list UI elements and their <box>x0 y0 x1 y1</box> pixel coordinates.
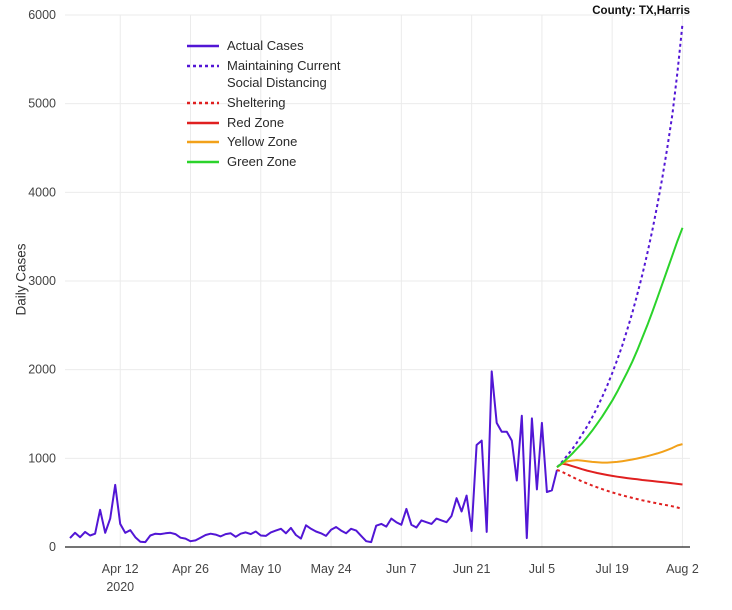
y-tick-label: 2000 <box>28 363 56 377</box>
x-tick-label: Apr 12 <box>102 562 139 576</box>
series-line-red-zone <box>556 462 683 486</box>
y-tick-label: 0 <box>49 540 56 554</box>
legend-label: Actual Cases <box>227 38 304 53</box>
chart-title: County: TX,Harris <box>592 5 690 17</box>
y-tick-label: 1000 <box>28 451 56 465</box>
legend-item-yellow-zone[interactable]: Yellow Zone <box>186 134 377 151</box>
series-line-maintaining-current-social-distancing <box>556 23 684 468</box>
y-tick-label: 4000 <box>28 185 56 199</box>
legend-item-maintaining-current-social-distancing[interactable]: Maintaining Current Social Distancing <box>186 58 377 92</box>
x-tick-label: Jun 7 <box>386 562 417 576</box>
y-tick-label: 6000 <box>28 8 56 22</box>
legend-line-swatch <box>187 121 219 124</box>
legend: Actual Cases Maintaining Current Social D… <box>186 38 377 171</box>
legend-item-green-zone[interactable]: Green Zone <box>186 154 377 171</box>
legend-item-sheltering[interactable]: Sheltering <box>186 95 377 112</box>
x-tick-label: Apr 26 <box>172 562 209 576</box>
legend-line-swatch <box>187 101 219 104</box>
legend-line-swatch <box>187 161 219 164</box>
legend-label: Red Zone <box>227 114 285 130</box>
series-line-yellow-zone <box>556 443 683 469</box>
series-line-green-zone <box>556 227 684 468</box>
legend-line-swatch <box>187 44 219 48</box>
y-tick-label: 5000 <box>28 97 56 111</box>
y-tick-label: 3000 <box>28 274 56 288</box>
y-axis-title: Daily Cases <box>13 243 29 316</box>
legend-line-swatch <box>187 141 219 144</box>
legend-label: Maintaining Current Social Distancing <box>227 57 341 90</box>
legend-item-actual-cases[interactable]: Actual Cases <box>186 38 377 55</box>
x-tick-sublabel: 2020 <box>106 580 134 594</box>
x-tick-label: Aug 2 <box>666 562 699 576</box>
x-tick-label: Jun 21 <box>453 562 491 576</box>
legend-item-red-zone[interactable]: Red Zone <box>186 115 377 132</box>
x-tick-label: Jul 5 <box>529 562 555 576</box>
legend-label: Sheltering <box>227 94 286 110</box>
series-line-sheltering <box>556 468 683 510</box>
legend-label: Yellow Zone <box>227 134 298 150</box>
series-line-actual-cases <box>69 370 558 544</box>
x-tick-label: Jul 19 <box>596 562 629 576</box>
legend-line-swatch <box>187 64 219 68</box>
legend-label: Green Zone <box>227 154 297 170</box>
x-tick-label: May 24 <box>311 562 352 576</box>
x-tick-label: May 10 <box>240 562 281 576</box>
